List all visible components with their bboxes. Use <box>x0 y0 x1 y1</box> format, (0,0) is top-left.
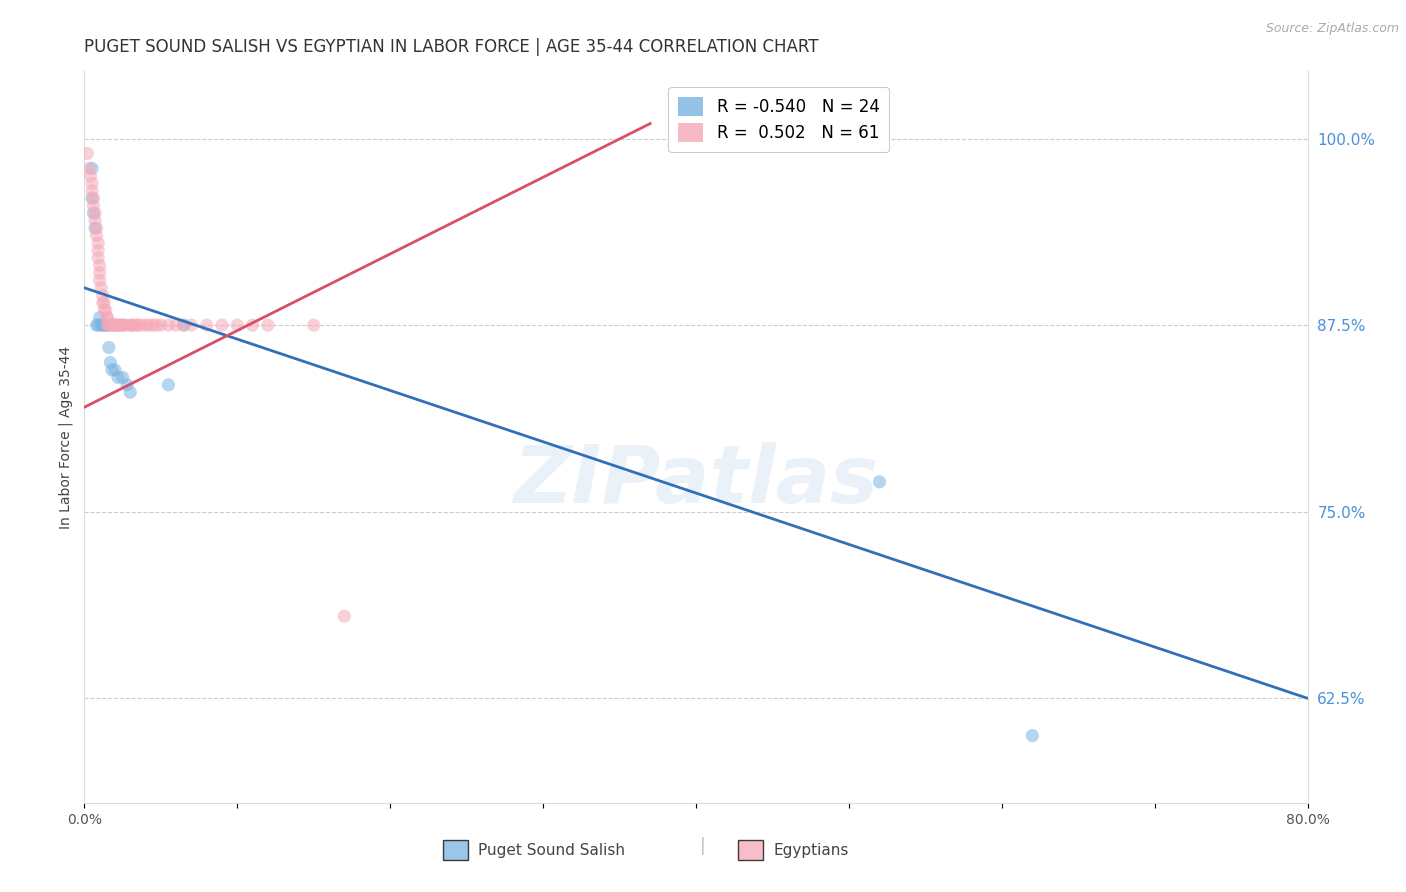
Point <box>87 244 110 258</box>
Point <box>83 199 105 213</box>
Text: Puget Sound Salish: Puget Sound Salish <box>478 843 626 857</box>
Y-axis label: In Labor Force | Age 35-44: In Labor Force | Age 35-44 <box>59 345 73 529</box>
Text: ZIPatlas: ZIPatlas <box>513 442 879 520</box>
Point <box>114 318 136 332</box>
Point <box>91 318 114 332</box>
Point <box>125 318 148 332</box>
Point <box>97 341 120 355</box>
Point <box>111 370 134 384</box>
Point <box>242 318 264 332</box>
Point <box>83 191 105 205</box>
Text: Source: ZipAtlas.com: Source: ZipAtlas.com <box>1265 22 1399 36</box>
Point <box>87 251 110 265</box>
Point <box>869 475 891 489</box>
Point <box>80 184 103 198</box>
Point <box>90 318 112 332</box>
Point <box>195 318 218 332</box>
Point <box>87 318 110 332</box>
Point <box>96 318 118 332</box>
Point <box>105 318 128 332</box>
Point <box>180 318 202 332</box>
Point <box>84 213 107 227</box>
Point <box>80 177 103 191</box>
Point <box>76 146 98 161</box>
Point <box>94 303 117 318</box>
Point <box>80 161 103 176</box>
Point <box>98 318 121 332</box>
Point <box>173 318 195 332</box>
Text: PUGET SOUND SALISH VS EGYPTIAN IN LABOR FORCE | AGE 35-44 CORRELATION CHART: PUGET SOUND SALISH VS EGYPTIAN IN LABOR … <box>84 38 818 56</box>
Point <box>89 266 111 280</box>
Point <box>120 318 142 332</box>
Point <box>302 318 325 332</box>
Point <box>103 318 125 332</box>
Point <box>93 303 115 318</box>
Point <box>145 318 167 332</box>
Point <box>333 609 356 624</box>
Point <box>157 377 180 392</box>
Point <box>101 318 124 332</box>
Point <box>87 235 110 250</box>
Point <box>84 206 107 220</box>
Point <box>104 318 127 332</box>
Point <box>129 318 152 332</box>
Point <box>101 363 124 377</box>
Point <box>96 310 118 325</box>
Point <box>149 318 172 332</box>
Point <box>107 318 129 332</box>
Point <box>77 161 100 176</box>
Point <box>127 318 149 332</box>
Point <box>173 318 195 332</box>
Point <box>135 318 157 332</box>
Legend: R = -0.540   N = 24, R =  0.502   N = 61: R = -0.540 N = 24, R = 0.502 N = 61 <box>668 87 890 153</box>
Point <box>165 318 187 332</box>
Point <box>86 228 108 243</box>
Point <box>111 318 134 332</box>
Point <box>93 295 115 310</box>
Point <box>115 377 138 392</box>
Point <box>93 318 115 332</box>
Point <box>110 318 132 332</box>
Point <box>91 295 114 310</box>
Point <box>257 318 280 332</box>
Point <box>79 169 101 183</box>
Point <box>90 281 112 295</box>
Point <box>86 318 108 332</box>
Point <box>84 221 107 235</box>
Point <box>80 191 103 205</box>
Point <box>89 273 111 287</box>
Point <box>108 318 131 332</box>
Point <box>120 385 142 400</box>
Point <box>83 206 105 220</box>
Point <box>142 318 165 332</box>
Point <box>226 318 249 332</box>
Point <box>89 259 111 273</box>
Point <box>1021 729 1043 743</box>
Point <box>107 370 129 384</box>
Point <box>112 318 135 332</box>
Point <box>91 288 114 302</box>
Point <box>121 318 143 332</box>
Point <box>211 318 233 332</box>
Point <box>86 221 108 235</box>
Point <box>104 363 127 377</box>
Point <box>157 318 180 332</box>
Point <box>122 318 145 332</box>
Point <box>96 310 118 325</box>
Point <box>89 310 111 325</box>
Point <box>98 355 121 369</box>
Point <box>94 318 117 332</box>
Point <box>97 318 120 332</box>
Point <box>96 318 118 332</box>
Text: |: | <box>700 837 706 855</box>
Point <box>104 318 127 332</box>
Point <box>138 318 160 332</box>
Text: Egyptians: Egyptians <box>773 843 849 857</box>
